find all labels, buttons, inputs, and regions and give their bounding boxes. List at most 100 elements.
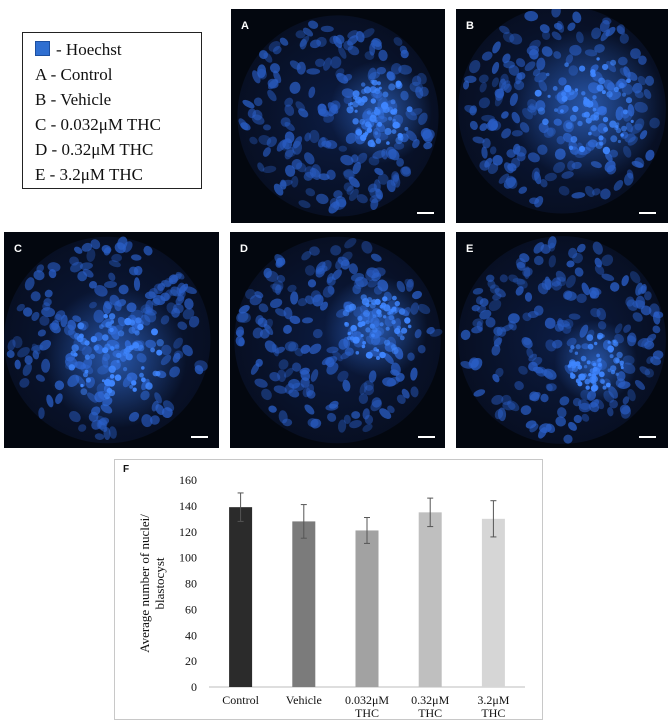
nucleus (529, 39, 541, 50)
nucleus (280, 179, 287, 190)
inner-cell-mass-nucleus (137, 344, 145, 352)
inner-cell-mass-nucleus (132, 387, 137, 392)
nucleus (356, 194, 368, 204)
nucleus (238, 305, 250, 314)
inner-cell-mass-nucleus (390, 109, 396, 115)
inner-cell-mass-nucleus (71, 344, 79, 352)
nucleus (312, 294, 324, 307)
nucleus (516, 278, 528, 289)
nucleus (572, 11, 582, 24)
nucleus (347, 35, 359, 46)
nucleus (283, 307, 293, 320)
nucleus (317, 137, 326, 148)
inner-cell-mass-nucleus (596, 353, 600, 358)
nucleus (563, 434, 573, 444)
nucleus (332, 269, 342, 280)
nucleus (382, 377, 397, 387)
nucleus (622, 396, 630, 405)
nucleus (546, 383, 557, 392)
nucleus (543, 368, 557, 380)
nucleus (374, 167, 384, 176)
nucleus (547, 236, 557, 249)
nucleus (534, 171, 542, 185)
nucleus (491, 394, 504, 405)
nucleus (309, 246, 320, 256)
inner-cell-mass-nucleus (596, 84, 604, 92)
nucleus (463, 80, 470, 90)
nucleus (534, 255, 544, 266)
nucleus (544, 317, 556, 329)
nucleus (288, 378, 301, 389)
nucleus (269, 298, 283, 309)
nucleus (485, 317, 496, 328)
nucleus (81, 242, 93, 252)
inner-cell-mass-nucleus (610, 369, 616, 375)
nucleus (103, 247, 111, 256)
nucleus (298, 200, 311, 209)
nucleus (616, 25, 626, 35)
inner-cell-mass-nucleus (388, 116, 393, 121)
inner-cell-mass-nucleus (572, 105, 579, 113)
inner-cell-mass-nucleus (608, 348, 614, 353)
inner-cell-mass-nucleus (399, 335, 405, 341)
nucleus (369, 42, 376, 56)
nucleus (291, 176, 299, 188)
nucleus (348, 176, 360, 188)
inner-cell-mass-nucleus (577, 381, 583, 387)
nucleus (306, 390, 316, 399)
inner-cell-mass-nucleus (376, 356, 380, 360)
nucleus (263, 124, 271, 131)
nucleus (551, 9, 561, 18)
nucleus (652, 325, 661, 334)
inner-cell-mass-nucleus (116, 352, 122, 359)
bar-vehicle (292, 521, 316, 687)
nucleus (472, 136, 485, 144)
micrograph-panel-a: A (231, 9, 445, 223)
nucleus (295, 30, 306, 39)
nucleus (324, 356, 338, 366)
nucleus (254, 378, 268, 388)
nucleus (479, 160, 490, 171)
inner-cell-mass-nucleus (379, 304, 384, 309)
nucleus (363, 384, 375, 396)
inner-cell-mass-nucleus (116, 359, 120, 363)
inner-cell-mass-nucleus (390, 344, 397, 351)
nucleus (309, 343, 322, 355)
nucleus (39, 315, 50, 326)
nucleus (268, 40, 281, 52)
nucleus (599, 20, 610, 33)
nucleus (507, 400, 520, 412)
inner-cell-mass-nucleus (583, 365, 588, 369)
nucleus (639, 366, 651, 376)
nucleus (460, 329, 471, 341)
nucleus (31, 311, 40, 321)
nucleus (516, 261, 526, 271)
nucleus (512, 278, 526, 285)
inner-cell-mass-nucleus (596, 57, 600, 61)
inner-cell-mass-nucleus (367, 123, 372, 129)
nucleus (343, 182, 353, 192)
nucleus (509, 33, 523, 45)
nucleus (292, 140, 303, 155)
nucleus (275, 257, 286, 268)
y-axis-label: Average number of nuclei/blastocyst (137, 514, 167, 653)
inner-cell-mass-nucleus (369, 302, 376, 309)
nucleus (269, 63, 281, 74)
nucleus (252, 109, 263, 121)
nucleus (273, 46, 282, 55)
inner-cell-mass-nucleus (375, 138, 382, 144)
inner-cell-mass-nucleus (606, 91, 613, 98)
inner-cell-mass-nucleus (564, 62, 569, 67)
inner-cell-mass-nucleus (615, 357, 620, 363)
inner-cell-mass-nucleus (583, 99, 591, 107)
nucleus (22, 363, 32, 376)
nucleus (301, 317, 314, 324)
inner-cell-mass-nucleus (128, 326, 136, 334)
nucleus (340, 154, 354, 166)
nucleus (35, 374, 45, 382)
scale-bar (417, 212, 434, 214)
nucleus (194, 365, 204, 375)
inner-cell-mass-nucleus (584, 378, 591, 385)
nucleus (32, 350, 40, 360)
inner-cell-mass-nucleus (396, 325, 401, 331)
